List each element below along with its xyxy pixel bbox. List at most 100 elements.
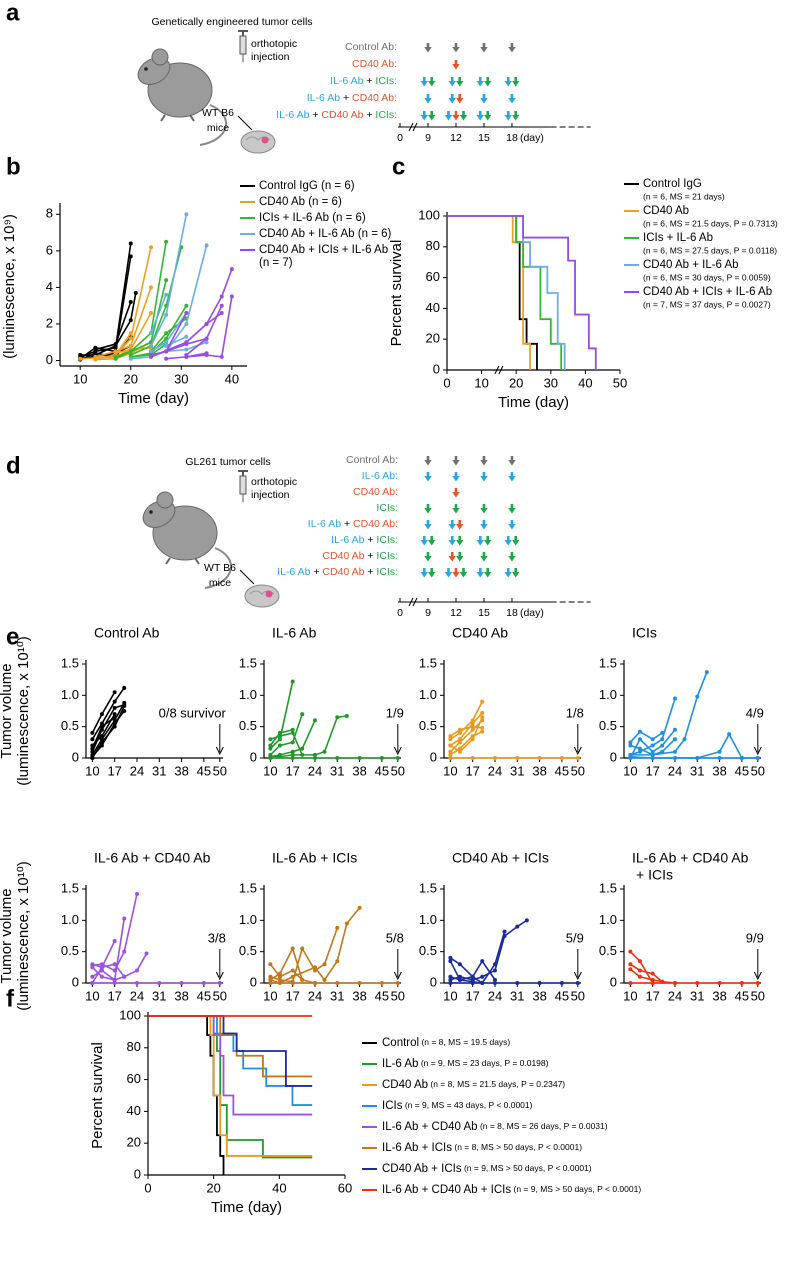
legend-note: (n = 6, MS = 21.5 days, P = 0.7313) (643, 218, 778, 228)
legend-name: IL-6 Ab + ICIs (382, 1142, 452, 1154)
x-tick-label: 40 (272, 1180, 286, 1195)
x-tick-label: 10 (443, 763, 457, 778)
treatment-part: IL-6 Ab: (362, 470, 398, 482)
treatment-label: IL-6 Ab + ICIs: (331, 534, 398, 546)
legend-entry: ICIs (n = 9, MS = 43 days, P < 0.0001) (382, 1100, 533, 1112)
y-tick-label: 0 (250, 974, 257, 989)
x-axis-title: Time (day) (211, 1199, 282, 1216)
treatment-part: ICIs: (376, 566, 398, 578)
x-axis-title: Time (day) (498, 394, 569, 411)
mouse-point (112, 712, 117, 717)
x-axis-title: Time (day) (118, 390, 189, 407)
dose-arrow (452, 456, 460, 466)
y-tick-label: 0.5 (239, 943, 257, 958)
y-tick-label: 4 (46, 279, 53, 294)
legend-note: (n = 8, MS > 50 days, P < 0.0001) (452, 1142, 582, 1152)
mouse-point (78, 353, 83, 358)
mouse-point (650, 743, 655, 748)
mouse-point (128, 356, 133, 361)
mouse-point (695, 981, 700, 985)
mouse-point (470, 981, 475, 985)
mouse-point (480, 710, 485, 715)
mice-label: WT B6 (204, 562, 236, 574)
timeline-unit: (day) (520, 132, 544, 144)
mouse-point (470, 756, 475, 760)
dose-arrow (480, 43, 488, 53)
arrow (239, 569, 255, 585)
chart-title: IL-6 Ab (272, 625, 317, 641)
mouse-point (312, 981, 317, 985)
mouse-point (524, 918, 529, 923)
mouse-point (650, 737, 655, 742)
x-tick-label: 10 (263, 988, 277, 1003)
mouse-point (457, 740, 462, 745)
mouse-point (99, 734, 104, 739)
dose-arrow (448, 94, 456, 104)
dose-arrow (448, 77, 456, 87)
mouse-point (672, 737, 677, 742)
mouse-point (457, 749, 462, 754)
mouse-point (457, 737, 462, 742)
x-tick-label: 31 (690, 763, 704, 778)
arrow (237, 115, 253, 131)
mouse-point (448, 756, 453, 760)
treatment-label: IL-6 Ab + CD40 Ab + ICIs: (277, 566, 398, 578)
mouse-point (184, 334, 189, 339)
mouse-point (122, 700, 127, 705)
mouse-point (335, 959, 340, 964)
dose-arrow (456, 520, 464, 530)
mouse-point (537, 756, 542, 760)
y-axis-title: Percent survival (388, 240, 405, 347)
y-tick-label: 80 (127, 1039, 141, 1054)
mouse-point (628, 743, 633, 748)
mouse-point (229, 294, 234, 299)
mouse-point (164, 331, 169, 336)
y-tick-label: 40 (127, 1103, 141, 1118)
mouse-point (184, 321, 189, 326)
x-tick-label: 24 (668, 988, 682, 1003)
mouse-point (312, 965, 317, 970)
mice-label: mice (209, 577, 231, 589)
mouse-point (448, 734, 453, 739)
y-axis-title: Tumor volume (0, 663, 15, 758)
dose-arrow (428, 536, 436, 546)
legend-entry: IL-6 Ab + ICIs (n = 8, MS > 50 days, P <… (382, 1142, 582, 1154)
treatment-part: + (341, 518, 353, 530)
mouse-line (449, 712, 483, 747)
x-tick-label: 10 (263, 763, 277, 778)
legend-name: Control IgG (n = 6) (259, 180, 355, 192)
mouse-point (268, 974, 273, 979)
dose-arrow (480, 472, 488, 482)
y-tick-label: 0 (433, 361, 440, 376)
mouse-point (480, 974, 485, 979)
panel-label: b (6, 153, 21, 180)
y-tick-label: 1.5 (61, 880, 79, 895)
mouse-line (95, 287, 152, 358)
mouse-point (650, 977, 655, 982)
mouse-point (448, 955, 453, 960)
mouse-point (164, 239, 169, 244)
mouse-point (515, 756, 520, 760)
mouse-line (449, 701, 483, 740)
x-tick-label: 10 (623, 763, 637, 778)
dose-arrow (456, 77, 464, 87)
x-tick-label: 17 (465, 763, 479, 778)
mouse-line (449, 719, 483, 753)
legend-name: Control (382, 1037, 419, 1049)
dose-arrow (448, 536, 456, 546)
dose-arrow (480, 94, 488, 104)
treatment-part: CD40 Ab: (353, 486, 398, 498)
treatment-part: IL-6 Ab (276, 109, 309, 121)
mouse-point (312, 718, 317, 723)
y-tick-label: 1.5 (599, 655, 617, 670)
mouse-point (672, 756, 677, 760)
mouse-point (204, 321, 209, 326)
x-tick-label: 45 (375, 763, 389, 778)
mouse-point (290, 730, 295, 735)
y-tick-label: 1.0 (61, 912, 79, 927)
mouse-point (164, 343, 169, 348)
injection-label: injection (251, 489, 290, 501)
treatment-label: IL-6 Ab: (362, 470, 398, 482)
mouse-point (672, 749, 677, 754)
